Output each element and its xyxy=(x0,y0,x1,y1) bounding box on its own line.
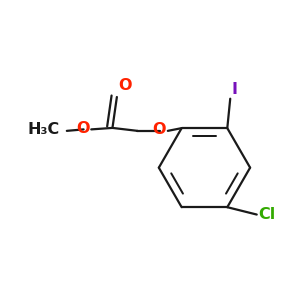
Text: H₃C: H₃C xyxy=(27,122,59,137)
Text: O: O xyxy=(118,79,132,94)
Text: Cl: Cl xyxy=(258,207,275,222)
Text: O: O xyxy=(76,121,89,136)
Text: O: O xyxy=(152,122,166,137)
Text: I: I xyxy=(232,82,238,97)
